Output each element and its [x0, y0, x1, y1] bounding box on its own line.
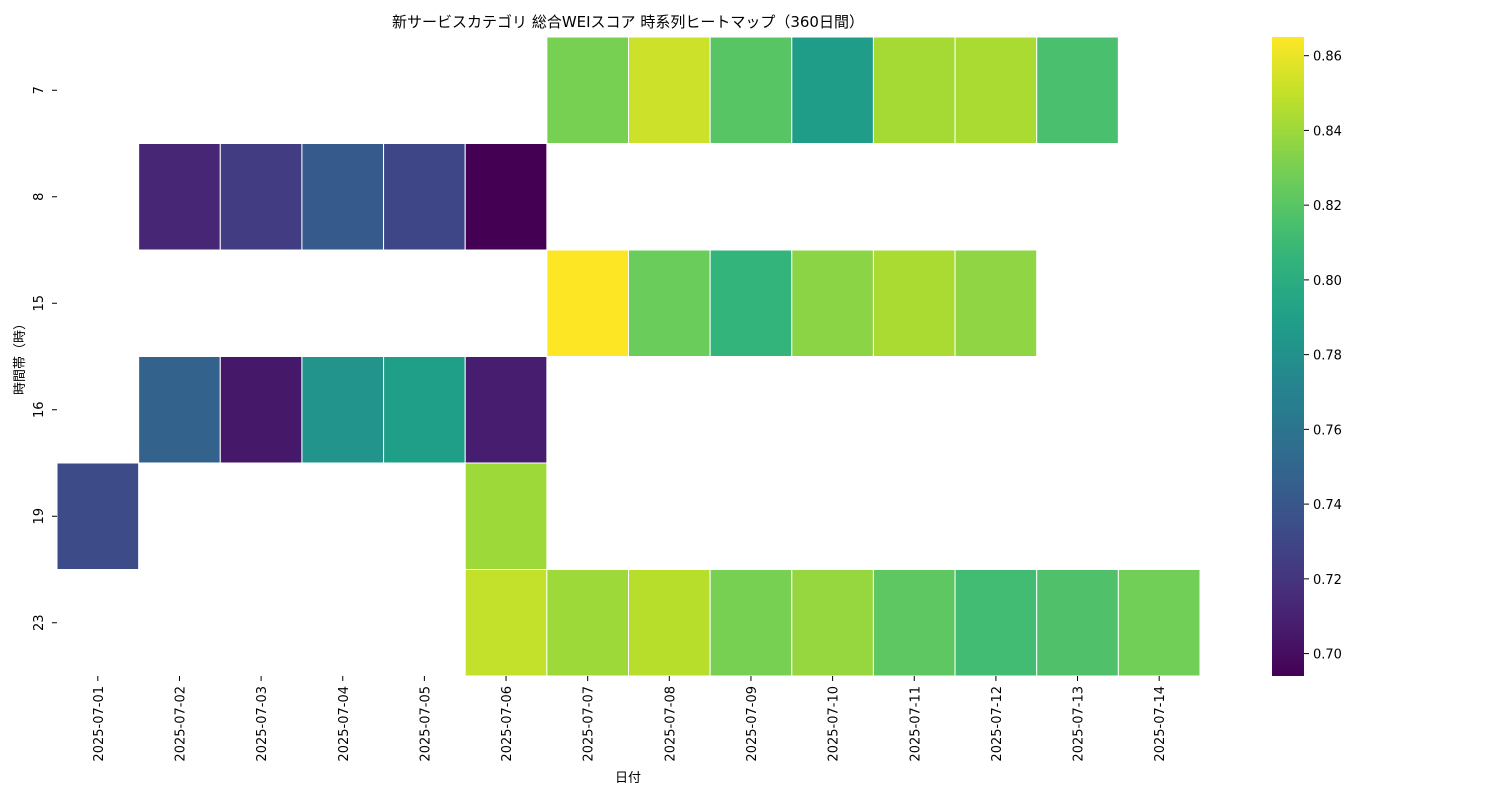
heatmap-cell: [709, 569, 793, 677]
y-tick-label: 15: [32, 295, 47, 312]
heatmap-cell: [791, 36, 874, 144]
heatmap-cells: [56, 36, 1201, 677]
x-axis-label: 日付: [615, 771, 641, 786]
heatmap-cell: [546, 569, 629, 677]
colorbar-tick-label: 0.70: [1313, 648, 1342, 663]
colorbar-tick-label: 0.80: [1313, 274, 1342, 289]
heatmap-cell: [546, 36, 629, 144]
y-axis-label: 時間帯（時）: [13, 317, 28, 395]
colorbar-tick-label: 0.74: [1313, 498, 1342, 513]
heatmap-cell: [383, 356, 466, 464]
heatmap-cell: [872, 569, 956, 677]
heatmap-cell: [464, 356, 548, 464]
colorbar-tick-label: 0.76: [1313, 423, 1342, 438]
heatmap-cell: [628, 569, 711, 677]
x-tick-label: 2025-07-11: [908, 686, 923, 762]
heatmap-cell: [546, 249, 629, 357]
heatmap-cell: [383, 143, 466, 251]
x-tick-label: 2025-07-01: [92, 686, 107, 762]
heatmap-cell: [138, 143, 221, 251]
heatmap-cell: [301, 356, 385, 464]
colorbar: [1272, 37, 1304, 676]
x-tick-label: 2025-07-02: [173, 686, 188, 762]
heatmap-cell: [709, 36, 793, 144]
heatmap-cell: [219, 356, 303, 464]
x-tick-label: 2025-07-14: [1153, 686, 1168, 762]
y-tick-label: 16: [32, 401, 47, 418]
colorbar-tick-label: 0.78: [1313, 349, 1342, 364]
y-tick-label: 23: [32, 614, 47, 631]
heatmap-cell: [464, 462, 548, 570]
x-tick-label: 2025-07-04: [337, 686, 352, 762]
heatmap-cell: [138, 356, 221, 464]
heatmap-cell: [56, 462, 140, 570]
chart-title: 新サービスカテゴリ 総合WEIスコア 時系列ヒートマップ（360日間）: [392, 13, 864, 31]
y-axis-ticks: 7 8 15 16 19 23: [32, 86, 57, 631]
heatmap-cell: [464, 569, 548, 677]
heatmap-cell: [954, 36, 1038, 144]
y-tick-label: 7: [32, 86, 47, 94]
colorbar-tick-label: 0.82: [1313, 199, 1342, 214]
y-tick-label: 19: [32, 508, 47, 525]
colorbar-tick-label: 0.86: [1313, 50, 1342, 65]
x-axis-ticks: 2025-07-01 2025-07-02 2025-07-03 2025-07-04…: [92, 676, 1168, 762]
heatmap-cell: [219, 143, 303, 251]
x-tick-label: 2025-07-12: [990, 686, 1005, 762]
heatmap-cell: [1036, 36, 1119, 144]
heatmap-cell: [1036, 569, 1119, 677]
heatmap-cell: [628, 249, 711, 357]
heatmap-cell: [301, 143, 385, 251]
x-tick-label: 2025-07-07: [582, 686, 597, 762]
heatmap-cell: [872, 249, 956, 357]
colorbar-tick-label: 0.84: [1313, 124, 1342, 139]
heatmap-cell: [1117, 569, 1201, 677]
heatmap-cell: [709, 249, 793, 357]
y-tick-label: 8: [32, 193, 47, 201]
heatmap-cell: [872, 36, 956, 144]
x-tick-label: 2025-07-08: [663, 686, 678, 762]
heatmap-cell: [954, 569, 1038, 677]
x-tick-label: 2025-07-09: [745, 686, 760, 762]
heatmap-cell: [791, 249, 874, 357]
heatmap-cell: [628, 36, 711, 144]
colorbar-ticks: 0.70 0.72 0.74 0.76 0.78 0.80 0.82 0.84 0.86: [1304, 50, 1342, 663]
x-tick-label: 2025-07-13: [1072, 686, 1087, 762]
x-tick-label: 2025-07-10: [827, 686, 842, 762]
heatmap-cell: [954, 249, 1038, 357]
heatmap-cell: [464, 143, 548, 251]
x-tick-label: 2025-07-06: [500, 686, 515, 762]
x-tick-label: 2025-07-03: [255, 686, 270, 762]
heatmap-cell: [791, 569, 874, 677]
x-tick-label: 2025-07-05: [418, 686, 433, 762]
colorbar-tick-label: 0.72: [1313, 573, 1342, 588]
